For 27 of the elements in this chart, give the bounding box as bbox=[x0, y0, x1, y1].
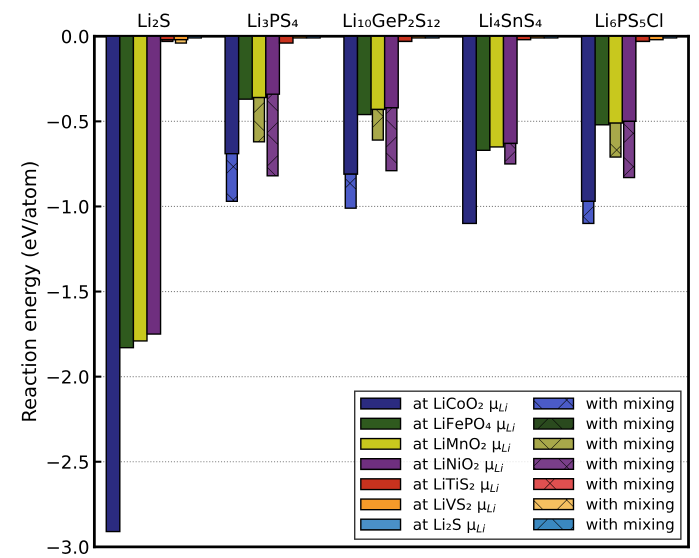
y-tick-label: −0.5 bbox=[48, 114, 88, 128]
y-tick-label: −3.0 bbox=[48, 540, 88, 554]
y-axis-title: Reaction energy (eV/atom) bbox=[21, 162, 40, 421]
legend-label: at LiCoO₂ μ$_{Li}$ bbox=[414, 397, 508, 412]
legend-label: at LiFePO₄ μ$_{Li}$ bbox=[414, 417, 515, 432]
legend-label: at Li₂S μ$_{Li}$ bbox=[414, 518, 486, 534]
y-tick-label: −1.0 bbox=[48, 200, 88, 214]
legend-label: at LiMnO₂ μ$_{Li}$ bbox=[414, 438, 510, 452]
x-tick-label: Li₁₀GeP₂S₁₂ bbox=[344, 13, 440, 28]
y-tick-label: 0.0 bbox=[62, 30, 88, 44]
legend-label: with mixing bbox=[586, 498, 674, 513]
legend-label: at LiVS₂ μ$_{Li}$ bbox=[414, 498, 496, 513]
legend-label: with mixing bbox=[586, 417, 674, 432]
y-tick-label: −2.5 bbox=[48, 455, 88, 469]
legend-label: at LiTiS₂ μ$_{Li}$ bbox=[414, 478, 499, 493]
x-tick-label: Li₂S bbox=[138, 13, 170, 28]
legend-label: with mixing bbox=[586, 458, 674, 472]
x-tick-label: Li₃PS₄ bbox=[248, 13, 298, 28]
y-tick-label: −2.0 bbox=[48, 370, 88, 384]
legend-label: at LiNiO₂ μ$_{Li}$ bbox=[414, 458, 504, 473]
x-tick-label: Li₄SnS₄ bbox=[480, 13, 542, 28]
y-tick-label: −1.5 bbox=[48, 285, 88, 299]
legend-label: with mixing bbox=[586, 438, 674, 452]
x-tick-label: Li₆PS₅Cl bbox=[596, 13, 662, 28]
legend-label: with mixing bbox=[586, 478, 674, 493]
legend-label: with mixing bbox=[586, 518, 674, 533]
legend-label: with mixing bbox=[586, 397, 674, 412]
